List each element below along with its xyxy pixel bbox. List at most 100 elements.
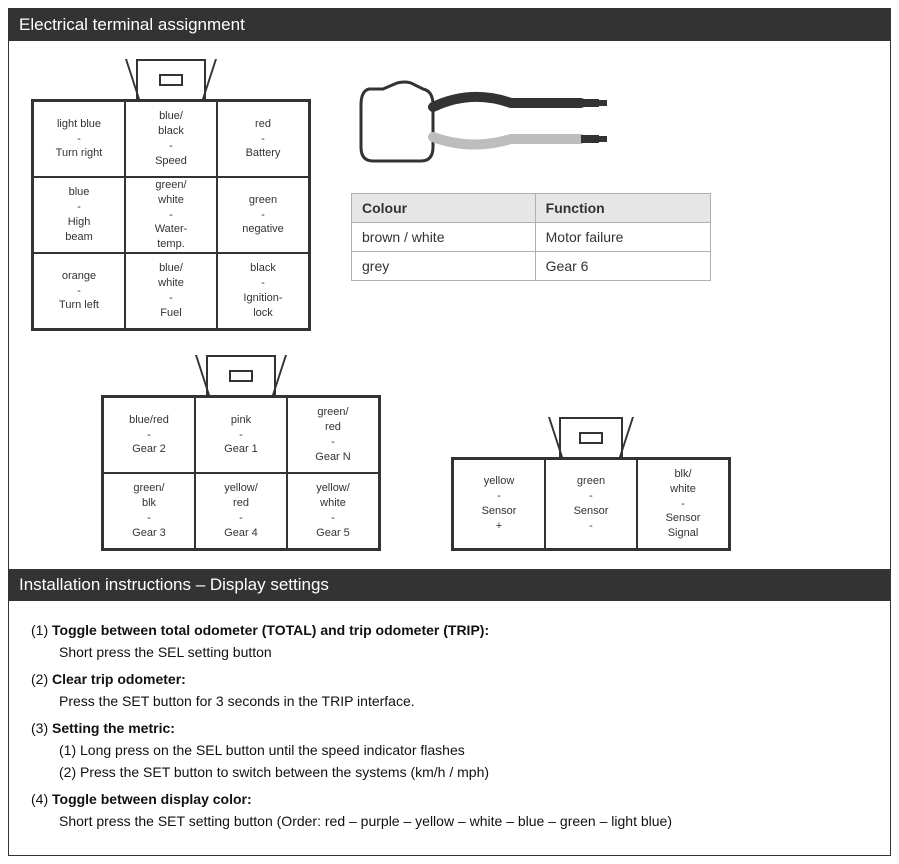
dash: - (261, 132, 265, 147)
terminal-color: blue/red (129, 413, 169, 428)
instruction-substep: (1) Long press on the SEL button until t… (31, 739, 868, 761)
terminal-function: Turn left (59, 298, 99, 313)
terminal-function: Gear 1 (224, 442, 258, 457)
terminal-cell: green/ red-Gear N (287, 397, 379, 473)
dash: - (331, 511, 335, 526)
terminal-function: High beam (65, 215, 93, 245)
terminal-function: Gear 4 (224, 526, 258, 541)
terminal-function: Battery (246, 146, 281, 161)
terminal-color: pink (231, 413, 251, 428)
terminal-color: black (250, 261, 276, 276)
instruction-item: (4) Toggle between display color: Short p… (31, 788, 868, 833)
dash: - (77, 284, 81, 299)
instruction-desc: Short press the SEL setting button (31, 641, 868, 663)
dash: - (77, 200, 81, 215)
connector-tab-icon (559, 417, 623, 457)
terminal-cell: orange-Turn left (33, 253, 125, 329)
dash: - (239, 428, 243, 443)
instruction-desc: Press the SET button for 3 seconds in th… (31, 690, 868, 712)
terminal-cell: light blue-Turn right (33, 101, 125, 177)
terminal-function: Sensor - (574, 504, 609, 534)
terminal-cell: blue-High beam (33, 177, 125, 253)
bottom-row: blue/red-Gear 2pink-Gear 1green/ red-Gea… (31, 355, 868, 551)
table-cell: Motor failure (535, 223, 710, 252)
instructions-body: (1) Toggle between total odometer (TOTAL… (9, 601, 890, 855)
table-row: brown / whiteMotor failure (352, 223, 711, 252)
terminal-color: blue/ black (158, 109, 184, 139)
terminal-function: Fuel (160, 306, 181, 321)
terminal-color: red (255, 117, 271, 132)
dash: - (169, 139, 173, 154)
instruction-item: (2) Clear trip odometer: Press the SET bu… (31, 668, 868, 713)
instruction-title: Toggle between display color: (52, 791, 252, 807)
terminal-function: Water- temp. (155, 222, 188, 252)
color-function-table: Colour Function brown / whiteMotor failu… (351, 193, 711, 281)
document-frame: Electrical terminal assignment light blu… (8, 8, 891, 856)
terminal-cell: green-negative (217, 177, 309, 253)
instruction-number: (3) (31, 720, 52, 736)
top-row: light blue-Turn rightblue/ black-Speedre… (31, 59, 868, 331)
instruction-title: Clear trip odometer: (52, 671, 186, 687)
connector-b-grid: blue/red-Gear 2pink-Gear 1green/ red-Gea… (101, 395, 381, 551)
section-title: Installation instructions – Display sett… (19, 575, 329, 594)
plug-slot-icon (159, 74, 183, 86)
terminal-color: green/ red (317, 405, 348, 435)
connector-a: light blue-Turn rightblue/ black-Speedre… (31, 59, 311, 331)
dash: - (77, 132, 81, 147)
right-column: Colour Function brown / whiteMotor failu… (351, 59, 868, 281)
terminal-function: Turn right (56, 146, 103, 161)
table-cell: Gear 6 (535, 252, 710, 281)
terminal-function: Speed (155, 154, 187, 169)
terminal-cell: yellow/ white-Gear 5 (287, 473, 379, 549)
terminal-cell: black-Ignition- lock (217, 253, 309, 329)
terminal-color: green/ white (155, 178, 186, 208)
table-header-colour: Colour (352, 194, 536, 223)
dash: - (147, 428, 151, 443)
section-body-terminals: light blue-Turn rightblue/ black-Speedre… (9, 41, 890, 569)
instruction-number: (4) (31, 791, 52, 807)
dash: - (331, 435, 335, 450)
section-header-terminals: Electrical terminal assignment (9, 9, 890, 41)
dash: - (147, 511, 151, 526)
section-header-instructions: Installation instructions – Display sett… (9, 569, 890, 601)
terminal-color: yellow/ white (316, 481, 350, 511)
terminal-function: Gear N (315, 450, 350, 465)
terminal-cell: yellow/ red-Gear 4 (195, 473, 287, 549)
terminal-color: yellow/ red (224, 481, 258, 511)
terminal-cell: green/ white-Water- temp. (125, 177, 217, 253)
terminal-color: orange (62, 269, 96, 284)
connector-c: yellow-Sensor +green-Sensor -blk/ white-… (451, 417, 731, 551)
instruction-number: (2) (31, 671, 52, 687)
dash: - (681, 497, 685, 512)
dash: - (497, 489, 501, 504)
terminal-color: green (249, 193, 277, 208)
instruction-substep: (2) Press the SET button to switch betwe… (31, 761, 868, 783)
plug-slot-icon (579, 432, 603, 444)
table-cell: grey (352, 252, 536, 281)
terminal-function: Sensor + (482, 504, 517, 534)
dash: - (261, 208, 265, 223)
terminal-cell: pink-Gear 1 (195, 397, 287, 473)
dash: - (261, 276, 265, 291)
connector-a-grid: light blue-Turn rightblue/ black-Speedre… (31, 99, 311, 331)
terminal-color: yellow (484, 474, 515, 489)
terminal-function: Ignition- lock (243, 291, 282, 321)
instruction-number: (1) (31, 622, 52, 638)
cable-icon (351, 69, 611, 179)
terminal-cell: red-Battery (217, 101, 309, 177)
dash: - (169, 291, 173, 306)
section-title: Electrical terminal assignment (19, 15, 245, 34)
table-cell: brown / white (352, 223, 536, 252)
instruction-desc: Short press the SET setting button (Orde… (31, 810, 868, 832)
terminal-color: blue (69, 185, 90, 200)
terminal-cell: yellow-Sensor + (453, 459, 545, 549)
terminal-color: green (577, 474, 605, 489)
terminal-function: Gear 3 (132, 526, 166, 541)
terminal-color: light blue (57, 117, 101, 132)
plug-slot-icon (229, 370, 253, 382)
terminal-function: Gear 2 (132, 442, 166, 457)
dash: - (589, 489, 593, 504)
table-header-function: Function (535, 194, 710, 223)
terminal-cell: green/ blk-Gear 3 (103, 473, 195, 549)
connector-c-grid: yellow-Sensor +green-Sensor -blk/ white-… (451, 457, 731, 551)
